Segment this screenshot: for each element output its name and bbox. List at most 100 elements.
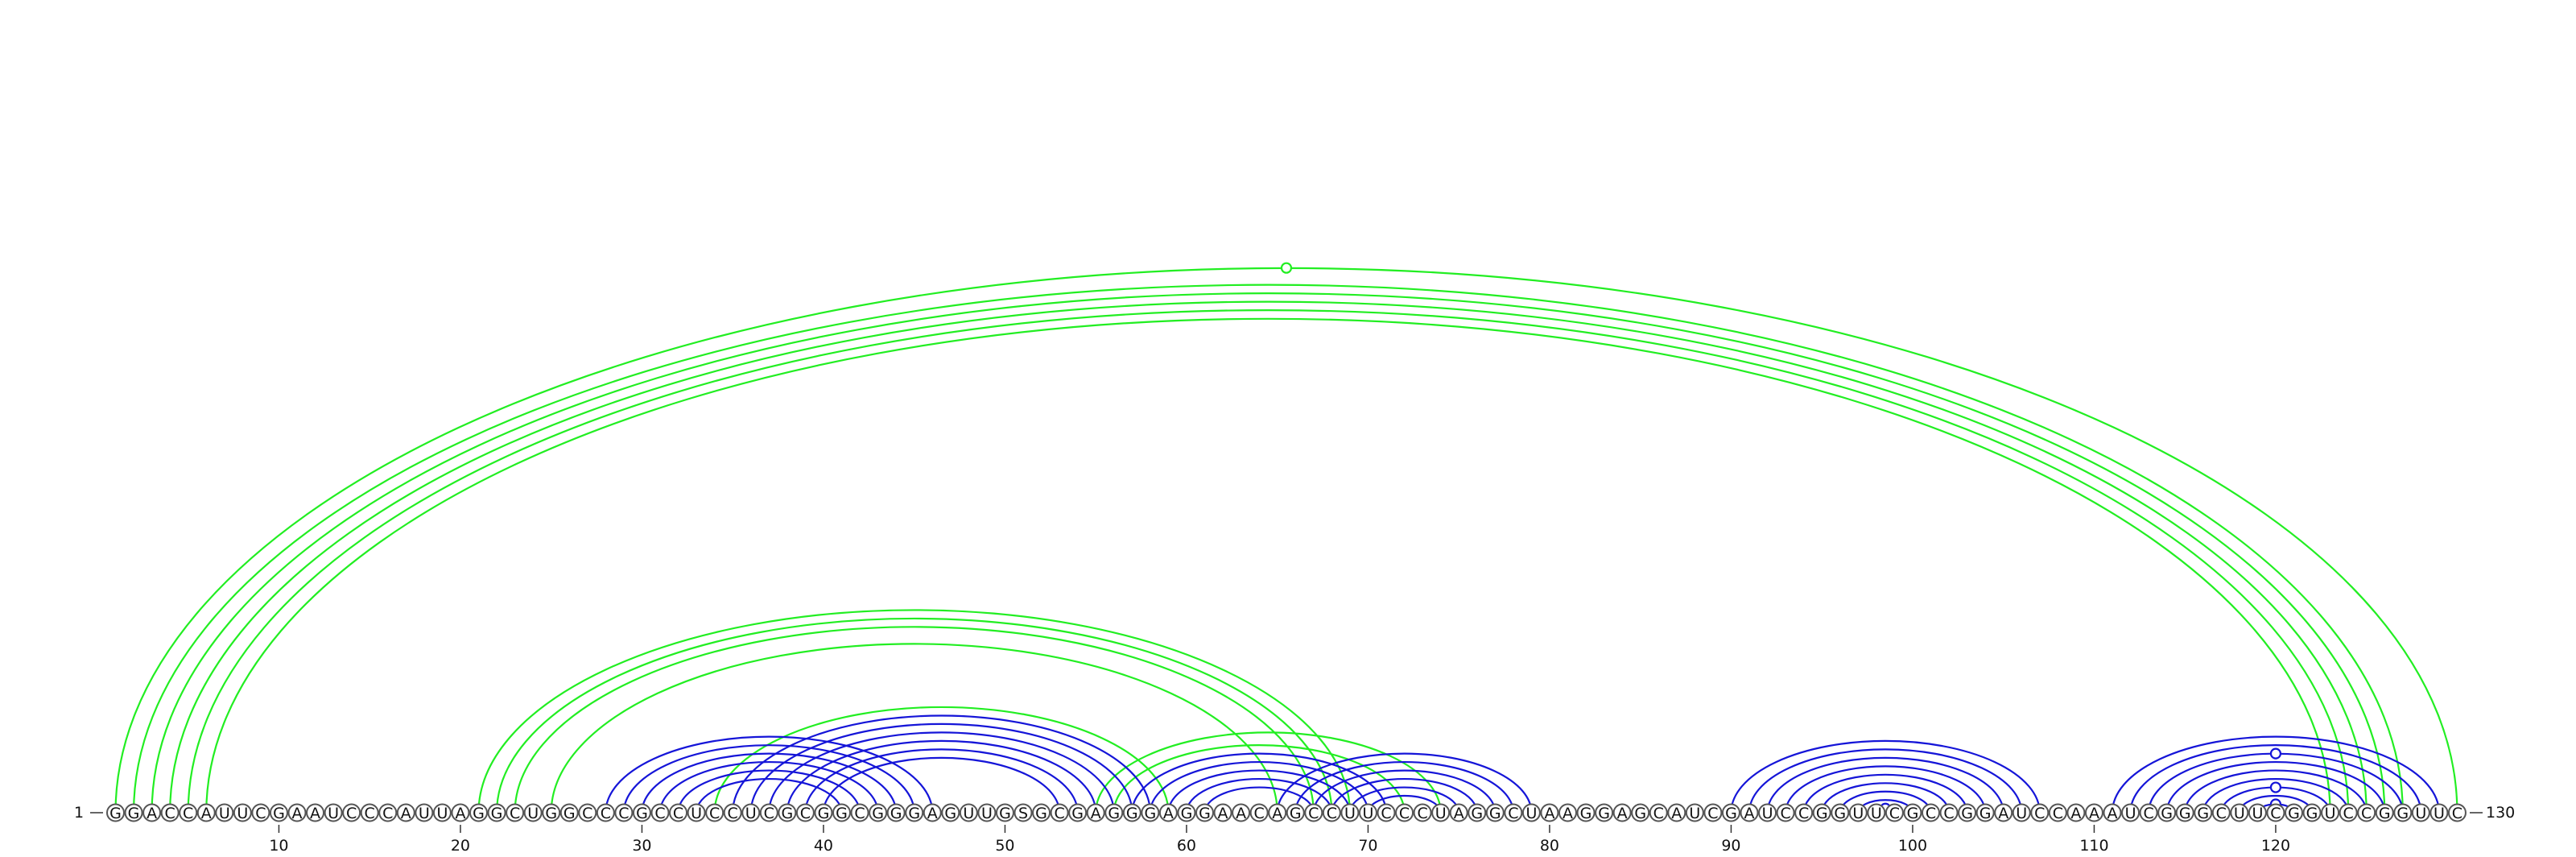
nucleotide: C (180, 805, 196, 823)
nucleotide: A (198, 805, 215, 823)
nucleotide: U (434, 805, 451, 823)
nucleotide: A (452, 805, 469, 823)
nucleotide: A (1451, 805, 1468, 823)
nucleotide-letter: A (1236, 805, 1246, 822)
nucleotide: C (379, 805, 396, 823)
nucleotide: G (1178, 805, 1195, 823)
nucleotide-letter: A (2107, 805, 2118, 822)
nucleotide: A (1559, 805, 1576, 823)
arc-green-5-124 (188, 310, 2348, 813)
ruler-tick-label: 110 (2079, 837, 2108, 855)
nucleotide-letter: C (2270, 805, 2281, 822)
nucleotide: U (234, 805, 251, 823)
nucleotide-letter: G (836, 805, 848, 822)
nucleotide-letter: C (764, 805, 774, 822)
nucleotide: C (852, 805, 869, 823)
nucleotide: U (2231, 805, 2248, 823)
nucleotide-letter: U (691, 805, 702, 822)
nucleotide: A (1741, 805, 1758, 823)
ruler-tick-label: 100 (1898, 837, 1927, 855)
nucleotide-letter: G (1725, 805, 1737, 822)
nucleotide-letter: G (2288, 805, 2300, 822)
nucleotide: G (489, 805, 506, 823)
nucleotide-letter: U (1435, 805, 1447, 822)
nucleotide: U (1523, 805, 1540, 823)
nucleotide: C (1323, 805, 1340, 823)
arc-green-21-69 (479, 610, 1350, 813)
nucleotide-letter: C (673, 805, 683, 822)
nucleotide: C (2267, 805, 2284, 823)
nucleotide-letter: U (527, 805, 539, 822)
ruler-tick-label: 10 (269, 837, 288, 855)
nucleotide: C (797, 805, 814, 823)
nucleotide: U (1868, 805, 1885, 823)
nucleotide-letter: U (1525, 805, 1537, 822)
nucleotide: U (2249, 805, 2266, 823)
nucleotide-letter: U (219, 805, 230, 822)
nucleotide-letter: U (237, 805, 248, 822)
nucleotide: G (1033, 805, 1050, 823)
nucleotide: G (1124, 805, 1141, 823)
nucleotide-letter: C (1417, 805, 1427, 822)
nucleotide: C (652, 805, 669, 823)
nucleotide: S (1015, 805, 1032, 823)
nucleotide-letter: G (1471, 805, 1483, 822)
nucleotide: C (724, 805, 741, 823)
nucleotide-letter: C (2053, 805, 2063, 822)
nucleotide-letter: C (800, 805, 811, 822)
nucleotide: A (924, 805, 941, 823)
arc-green-1-130 (116, 268, 2458, 813)
nucleotide-letter: C (1254, 805, 1265, 822)
nucleotide: G (634, 805, 650, 823)
nucleotide-letter: A (2089, 805, 2099, 822)
nucleotide: A (143, 805, 160, 823)
nucleotide-letter: U (981, 805, 993, 822)
nucleotide: G (2394, 805, 2411, 823)
nucleotide: U (1360, 805, 1377, 823)
end-label: 130 (2486, 804, 2515, 822)
nucleotide: G (1959, 805, 1975, 823)
nucleotide: C (1886, 805, 1903, 823)
nucleotide: G (107, 805, 124, 823)
nucleotide: U (325, 805, 342, 823)
nucleotide: C (1505, 805, 1521, 823)
nucleotide: U (1759, 805, 1776, 823)
nucleotide-letter: U (2125, 805, 2136, 822)
nucleotide-letter: G (1979, 805, 1992, 822)
nucleotide: A (289, 805, 306, 823)
nucleotide: G (1196, 805, 1213, 823)
nucleotide-letter: C (2343, 805, 2354, 822)
nucleotide: A (1269, 805, 1286, 823)
nucleotide: A (2086, 805, 2103, 823)
nucleotide: C (670, 805, 687, 823)
nucleotide: G (1831, 805, 1848, 823)
nucleotide-letter: G (564, 805, 576, 822)
nucleotide-letter: C (183, 805, 193, 822)
nucleotide-letter: G (2379, 805, 2391, 822)
nucleotide-letter: C (255, 805, 266, 822)
nucleotide: G (2158, 805, 2175, 823)
nucleotide: C (2140, 805, 2157, 823)
nucleotide-letter: U (1344, 805, 1356, 822)
nucleotide: C (343, 805, 360, 823)
nucleotide-letter: G (1598, 805, 1610, 822)
nucleotide: G (1723, 805, 1740, 823)
nucleotide: C (1777, 805, 1794, 823)
nucleotide: G (906, 805, 923, 823)
ruler-tick-label: 50 (995, 837, 1014, 855)
nucleotide-letter: U (1762, 805, 1773, 822)
nucleotide-letter: G (1489, 805, 1501, 822)
nucleotide: U (688, 805, 705, 823)
nucleotide-letter: G (2197, 805, 2209, 822)
nucleotide: A (1215, 805, 1232, 823)
nucleotide: G (942, 805, 959, 823)
nucleotide-letter: G (473, 805, 485, 822)
nucleotide-letter: G (1634, 805, 1646, 822)
nucleotide-letter: G (890, 805, 902, 822)
nucleotide-letter: A (1091, 805, 1101, 822)
nucleotide: G (2304, 805, 2321, 823)
nucleotide-letter: G (1035, 805, 1047, 822)
nucleotide: C (252, 805, 269, 823)
nucleotide-letter: G (2396, 805, 2409, 822)
